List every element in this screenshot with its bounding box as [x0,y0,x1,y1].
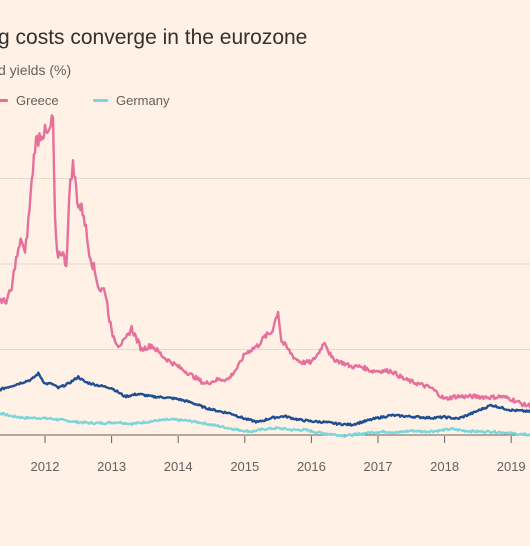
chart-subtitle: d yields (%) [0,62,72,78]
legend-label-greece: Greece [16,93,59,108]
series-line-germany [0,411,530,438]
x-tick-label-2013: 2013 [97,459,126,474]
x-tick-label-2017: 2017 [364,459,393,474]
chart-title: g costs converge in the eurozone [0,26,308,49]
legend-swatch-germany [93,99,108,102]
x-tick-label-2016: 2016 [297,459,326,474]
x-tick-label-2014: 2014 [164,459,193,474]
x-tick-label-2018: 2018 [430,459,459,474]
x-tick-label-2019: 2019 [497,459,526,474]
series-line-greece [0,114,530,409]
x-tick-label-2015: 2015 [230,459,259,474]
series-line-unlabeled-blue [0,371,530,427]
legend-item-germany: Germany [93,93,169,108]
x-tick-label-2012: 2012 [31,459,60,474]
legend-item-greece: Greece [0,93,59,108]
legend-label-germany: Germany [116,93,170,108]
legend-swatch-greece [0,99,8,102]
